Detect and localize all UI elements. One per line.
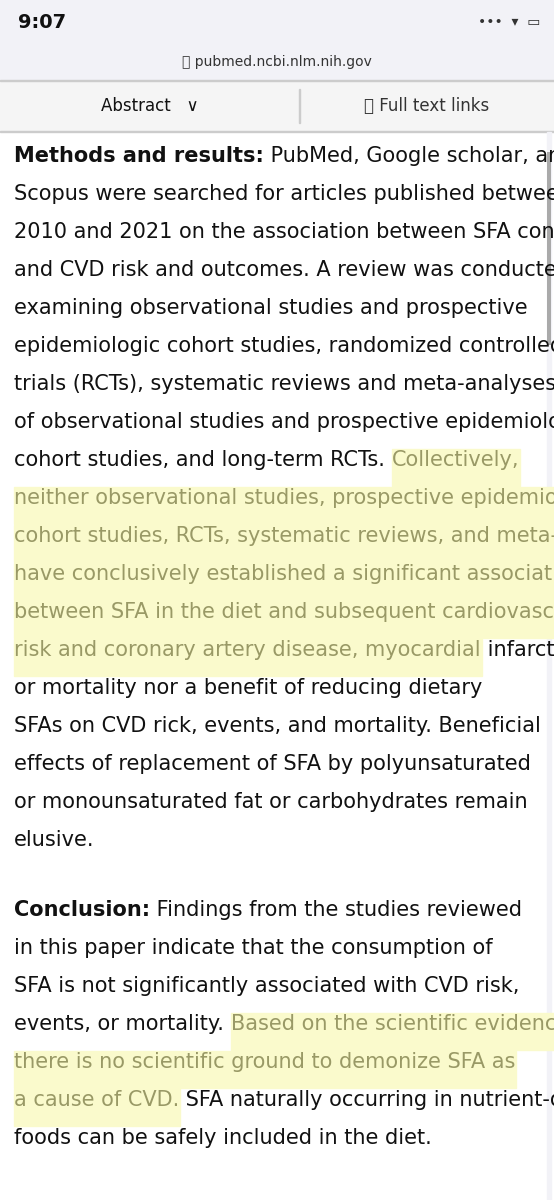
- Text: Scopus were searched for articles published between: Scopus were searched for articles publis…: [14, 184, 554, 204]
- Text: trials (RCTs), systematic reviews and meta-analyses: trials (RCTs), systematic reviews and me…: [14, 374, 554, 394]
- Bar: [299, 89, 300, 122]
- Text: in this paper indicate that the consumption of: in this paper indicate that the consumpt…: [14, 938, 493, 959]
- Text: events, or mortality.: events, or mortality.: [14, 1014, 230, 1034]
- Bar: [0, 80, 554, 131]
- Bar: [14, 487, 554, 524]
- Text: there is no scientific ground to demonize SFA as: there is no scientific ground to demoniz…: [14, 1052, 515, 1073]
- Text: •••  ▾  ▭: ••• ▾ ▭: [478, 14, 540, 29]
- Bar: [14, 1090, 180, 1126]
- Text: elusive.: elusive.: [14, 830, 95, 850]
- Text: and CVD risk and outcomes. A review was conducted: and CVD risk and outcomes. A review was …: [14, 260, 554, 280]
- Bar: [14, 638, 481, 676]
- Text: Based on the scientific evidence,: Based on the scientific evidence,: [230, 1014, 554, 1034]
- Bar: [14, 1051, 516, 1088]
- Text: between SFA in the diet and subsequent cardiovascular: between SFA in the diet and subsequent c…: [14, 602, 554, 622]
- Bar: [0, 44, 554, 80]
- Text: SFAs on CVD rick, events, and mortality. Beneficial: SFAs on CVD rick, events, and mortality.…: [14, 716, 541, 736]
- Text: or mortality nor a benefit of reducing dietary: or mortality nor a benefit of reducing d…: [14, 678, 483, 698]
- Text: Findings from the studies reviewed: Findings from the studies reviewed: [150, 900, 522, 920]
- Text: 🔒 pubmed.ncbi.nlm.nih.gov: 🔒 pubmed.ncbi.nlm.nih.gov: [182, 55, 372, 68]
- Bar: [392, 449, 520, 486]
- Text: epidemiologic cohort studies, randomized controlled: epidemiologic cohort studies, randomized…: [14, 336, 554, 356]
- Text: 2010 and 2021 on the association between SFA consumption: 2010 and 2021 on the association between…: [14, 222, 554, 242]
- Bar: [547, 152, 551, 344]
- Text: or monounsaturated fat or carbohydrates remain: or monounsaturated fat or carbohydrates …: [14, 792, 527, 812]
- Bar: [14, 563, 554, 600]
- Text: Collectively,: Collectively,: [392, 450, 519, 470]
- Text: SFA naturally occurring in nutrient-dense: SFA naturally occurring in nutrient-dens…: [179, 1091, 554, 1110]
- Text: foods can be safely included in the diet.: foods can be safely included in the diet…: [14, 1128, 432, 1148]
- Text: 9:07: 9:07: [18, 12, 66, 31]
- Text: effects of replacement of SFA by polyunsaturated: effects of replacement of SFA by polyuns…: [14, 754, 531, 774]
- Text: have conclusively established a significant association: have conclusively established a signific…: [14, 564, 554, 584]
- Text: Abstract   ∨: Abstract ∨: [101, 97, 198, 115]
- Text: infarction,: infarction,: [481, 640, 554, 660]
- Text: ⧉ Full text links: ⧉ Full text links: [364, 97, 489, 115]
- Text: Methods and results:: Methods and results:: [14, 146, 264, 166]
- Text: neither observational studies, prospective epidemiologic: neither observational studies, prospecti…: [14, 488, 554, 508]
- Bar: [14, 526, 554, 562]
- Bar: [0, 0, 554, 44]
- Text: cohort studies, RCTs, systematic reviews, and meta-analyses: cohort studies, RCTs, systematic reviews…: [14, 526, 554, 546]
- Text: examining observational studies and prospective: examining observational studies and pros…: [14, 298, 527, 318]
- Bar: [230, 1013, 554, 1050]
- Text: of observational studies and prospective epidemiologic: of observational studies and prospective…: [14, 412, 554, 432]
- Text: PubMed, Google scholar, and: PubMed, Google scholar, and: [264, 146, 554, 166]
- Text: risk and coronary artery disease, myocardial: risk and coronary artery disease, myocar…: [14, 640, 481, 660]
- Text: SFA is not significantly associated with CVD risk,: SFA is not significantly associated with…: [14, 977, 520, 996]
- Text: cohort studies, and long-term RCTs.: cohort studies, and long-term RCTs.: [14, 450, 392, 470]
- Text: a cause of CVD.: a cause of CVD.: [14, 1091, 179, 1110]
- Bar: [547, 132, 551, 1200]
- Bar: [14, 601, 554, 638]
- Text: Conclusion:: Conclusion:: [14, 900, 150, 920]
